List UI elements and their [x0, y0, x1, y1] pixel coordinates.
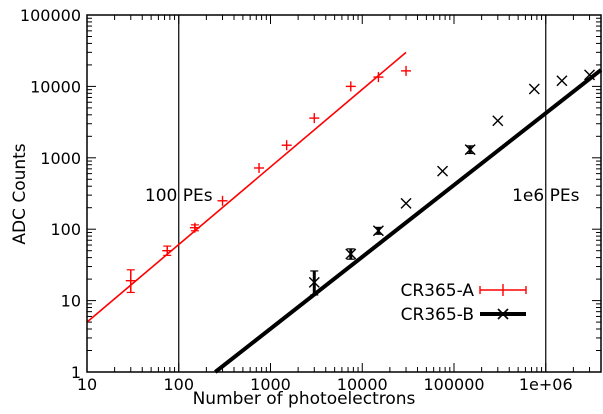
y-tick-label: 10000	[30, 77, 81, 96]
fit-lines	[86, 51, 603, 374]
x-tick-label: 100	[163, 375, 194, 394]
tick-labels: 10 100 1000 10000 100000 1e+06110100100010000…	[20, 6, 573, 394]
legend-marker	[497, 308, 509, 320]
data-point-cross	[437, 165, 449, 177]
marker-stroke	[464, 144, 476, 156]
y-tick-label: 100	[50, 220, 81, 239]
marker-stroke	[345, 248, 357, 260]
data-point-plus	[125, 275, 136, 286]
data-point-cross	[492, 115, 504, 127]
data-point-plus	[373, 72, 384, 83]
marker-stroke	[584, 69, 596, 81]
data-point-cross	[345, 248, 357, 260]
y-tick-label: 10	[61, 292, 81, 311]
data-point-cross	[308, 276, 320, 288]
x-tick-label: 1000	[250, 375, 291, 394]
data-points	[125, 65, 596, 296]
plot-frame	[86, 14, 602, 373]
data-point-plus	[401, 65, 412, 76]
data-point-cross	[464, 144, 476, 156]
marker-stroke	[528, 83, 540, 95]
x-tick-label: 10	[77, 375, 97, 394]
y-axis-label: ADC Counts	[10, 143, 30, 244]
fit-line	[214, 68, 603, 374]
data-point-cross	[556, 75, 568, 87]
data-point-plus	[217, 195, 228, 206]
data-point-plus	[309, 113, 320, 124]
y-tick-label: 1	[71, 363, 81, 382]
marker-stroke	[492, 115, 504, 127]
data-point-plus	[281, 140, 292, 151]
data-point-plus	[254, 162, 265, 173]
marker-stroke	[308, 276, 320, 288]
data-point-plus	[162, 245, 173, 256]
marker-stroke	[400, 197, 412, 209]
data-point-cross	[372, 225, 384, 237]
data-point-cross	[528, 83, 540, 95]
data-point-cross	[584, 69, 596, 81]
reference-lines: 100 PEs 1e6 PEs	[145, 15, 580, 372]
x-tick-label: 100000	[423, 375, 484, 394]
legend-label: CR365-B	[401, 305, 474, 325]
reference-line-label: 100 PEs	[145, 186, 213, 206]
x-tick-label: 10000	[337, 375, 388, 394]
data-point-cross	[400, 197, 412, 209]
reference-line-label: 1e6 PEs	[512, 186, 579, 206]
legend: CR365-A CR365-B	[400, 281, 527, 325]
y-tick-label: 1000	[40, 149, 81, 168]
fit-line	[86, 51, 407, 323]
axis-ticks	[86, 14, 601, 373]
marker-stroke	[556, 75, 568, 87]
x-tick-label: 1e+06	[519, 375, 573, 394]
marker-stroke	[372, 225, 384, 237]
marker-stroke	[437, 165, 449, 177]
data-point-plus	[189, 222, 200, 233]
data-point-plus	[345, 81, 356, 92]
legend-label: CR365-A	[400, 281, 474, 301]
y-tick-label: 100000	[20, 6, 81, 25]
x-axis-label: Number of photoelectrons	[193, 389, 416, 409]
